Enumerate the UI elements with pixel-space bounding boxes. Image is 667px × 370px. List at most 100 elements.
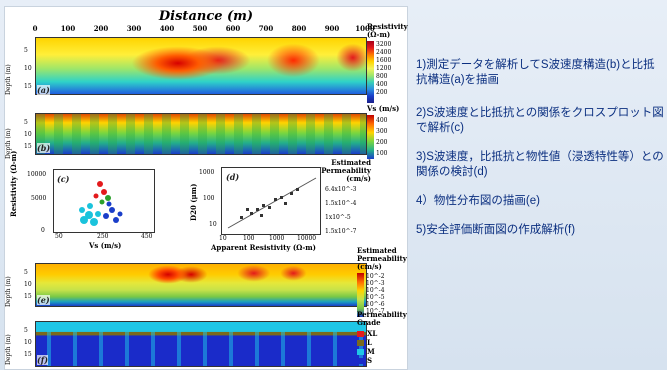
step-list: 1)測定データを解析してS波速度構造(b)と比抵抗構造(a)を描画 2)S波速度… [416, 58, 664, 252]
vs-legend: Vs (m/s) 400 300 200 100 [367, 105, 407, 159]
crossplot-c-xtick: 250 [97, 233, 109, 240]
crossplot-d-right-tick: 1.5x10^-4 [325, 200, 357, 207]
crossplot-d-permeability-axis: Estimated Permeability (cm/s) 6.4x10^-3 … [321, 159, 371, 239]
legend-value: 1200 [376, 65, 392, 72]
crossplot-d-points [227, 177, 317, 229]
distance-tick: 200 [93, 24, 109, 33]
depth-tick: 15 [24, 83, 32, 90]
crossplot-c-xtick: 450 [141, 233, 153, 240]
depth-tick: 5 [24, 119, 28, 126]
legend-value: 300 [376, 128, 388, 135]
crossplot-c-ytick: 0 [41, 227, 45, 234]
crossplot-d-right-unit: (cm/s) [346, 174, 371, 183]
step-item: 2)S波速度と比抵抗との関係をクロスプロット図で解析(c) [416, 107, 664, 134]
distance-tick: 800 [291, 24, 307, 33]
depth-tick: 5 [24, 47, 28, 54]
section-f: Depth (m) 5 10 15 (f) [5, 321, 371, 367]
resistivity-colorbar [367, 41, 374, 103]
legend-value: 10^-5 [366, 294, 385, 301]
panel-label-f: (f) [37, 355, 49, 365]
crossplot-d-ylabel: D20 (μm) [189, 183, 198, 221]
crossplot-d-xtick: 1000 [269, 235, 285, 242]
resistivity-legend-unit: (Ω-m) [367, 30, 391, 39]
crossplot-c-points [79, 181, 123, 226]
figure-panel: Distance (m) 0 100 200 300 400 500 600 7… [4, 6, 408, 370]
vs-legend-title: Vs (m/s) [367, 104, 400, 113]
depth-tick: 15 [24, 143, 32, 150]
distance-tick: 700 [258, 24, 274, 33]
grade-legend-title: Permeability Grade [357, 310, 407, 327]
permeability-legend: Estimated Permeability (cm/s) 10^-2 10^-… [357, 247, 407, 317]
legend-value: 10^-2 [366, 273, 385, 280]
resistivity-legend-title: Resistivity [367, 22, 408, 31]
legend-value: 1600 [376, 57, 392, 64]
depth-axis-label: Depth (m) [5, 276, 12, 307]
grade-label: L [367, 337, 372, 347]
distance-axis: 0 100 200 300 400 500 600 700 800 900 10… [33, 24, 375, 36]
grade-label: S [367, 355, 373, 365]
depth-tick: 10 [24, 281, 32, 288]
depth-tick: 15 [24, 351, 32, 358]
legend-value: 3200 [376, 41, 392, 48]
crossplot-d-right-tick: 1x10^-5 [325, 214, 351, 221]
crossplot-c-ylabel: Resistivity (Ω-m) [9, 150, 18, 217]
vs-section [35, 113, 367, 155]
grade-label: M [367, 346, 375, 356]
step-item: 3)S波速度，比抵抗と物性値（浸透特性等）との関係の検討(d) [416, 151, 664, 178]
legend-value: 200 [376, 139, 388, 146]
distance-tick: 400 [159, 24, 175, 33]
step-item: 1)測定データを解析してS波速度構造(b)と比抵抗構造(a)を描画 [416, 59, 655, 86]
depth-axis-label: Depth (m) [5, 64, 12, 95]
distance-tick: 900 [324, 24, 340, 33]
resistivity-legend: Resistivity (Ω-m) 3200 2400 1600 1200 80… [367, 22, 408, 103]
legend-value: 10^-3 [366, 280, 385, 287]
resistivity-section [35, 37, 367, 95]
crossplot-c-xlabel: Vs (m/s) [89, 241, 122, 250]
distance-tick: 300 [126, 24, 142, 33]
crossplot-d: (d) [221, 167, 321, 235]
crossplot-d-ytick: 1000 [199, 169, 215, 176]
crossplot-c-ytick: 5000 [31, 195, 47, 202]
grade-label: XL [367, 328, 378, 338]
crossplot-d-xtick: 10000 [297, 235, 317, 242]
legend-value: 400 [376, 81, 388, 88]
section-e: Depth (m) 5 10 15 (e) [5, 263, 371, 307]
crossplot-c-xtick: 50 [55, 233, 63, 240]
distance-tick: 1000 [355, 24, 375, 33]
depth-tick: 10 [24, 65, 32, 72]
depth-tick: 10 [24, 131, 32, 138]
crossplot-d-xtick: 10 [219, 235, 227, 242]
grade-swatch-s [357, 357, 364, 364]
crossplot-d-xtick: 100 [243, 235, 255, 242]
panel-label-b: (b) [37, 143, 51, 153]
depth-axis-label: Depth (m) [5, 334, 12, 365]
distance-tick: 100 [60, 24, 76, 33]
crossplot-d-ytick: 100 [203, 195, 215, 202]
crossplot-c-ytick: 10000 [27, 171, 47, 178]
distance-tick: 500 [192, 24, 208, 33]
grade-section [35, 321, 367, 367]
permeability-colorbar [357, 273, 364, 317]
section-b: Depth (m) 5 10 15 (b) [5, 113, 371, 159]
permeability-legend-unit: (cm/s) [357, 262, 382, 271]
distance-tick: 600 [225, 24, 241, 33]
vs-colorbar [367, 115, 374, 159]
legend-value: 200 [376, 89, 388, 96]
depth-tick: 15 [24, 293, 32, 300]
figure-title: Distance (m) [158, 9, 254, 24]
section-a: Depth (m) 5 10 15 (a) [5, 37, 371, 97]
step-item: 4）物性分布図の描画(e) [416, 195, 540, 207]
legend-value: 100 [376, 150, 388, 157]
crossplot-d-ytick: 10 [209, 221, 217, 228]
crossplot-d-xlabel: Apparent Resistivity (Ω-m) [211, 243, 316, 252]
permeability-section [35, 263, 367, 307]
legend-value: 2400 [376, 49, 392, 56]
crossplot-d-right-title: Estimated Permeability [321, 158, 371, 175]
grade-swatch-xl [357, 330, 364, 337]
legend-value: 10^-7 [366, 308, 385, 315]
step-item: 5)安全評価断面図の作成解析(f) [416, 224, 576, 236]
crossplot-d-right-tick: 6.4x10^-3 [325, 186, 357, 193]
panel-label-c: (c) [57, 174, 70, 184]
panel-label-d: (d) [226, 172, 240, 182]
